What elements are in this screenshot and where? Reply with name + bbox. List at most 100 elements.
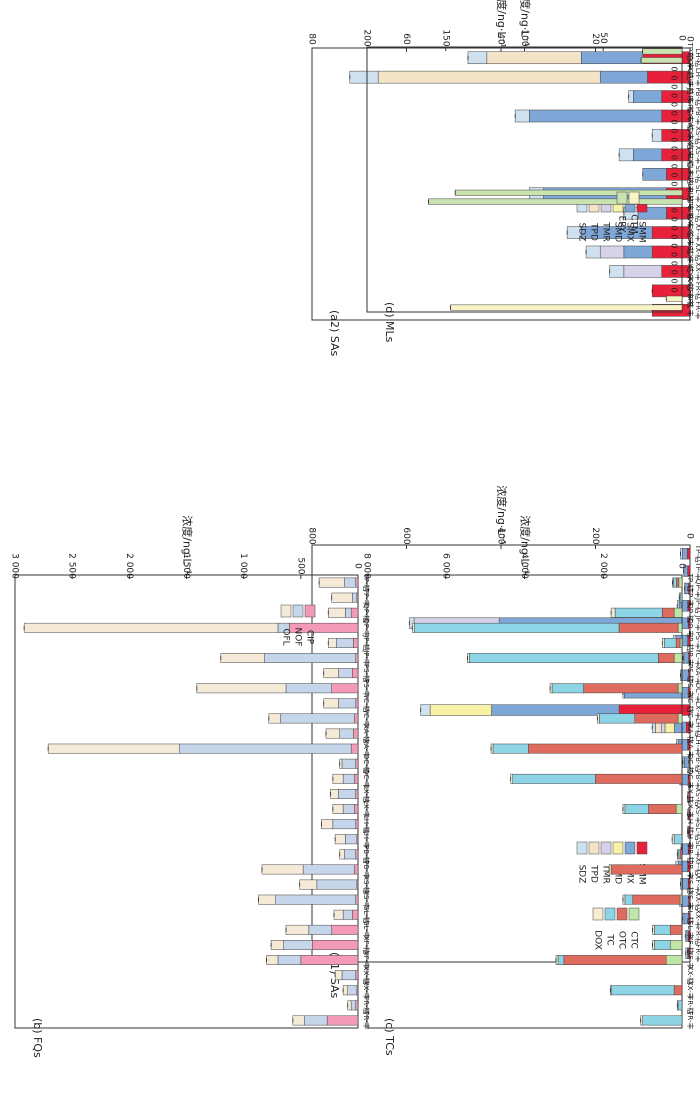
- axis-label: 浓度/ng·L⁻¹: [519, 0, 533, 47]
- bar-segment-ctc: [677, 683, 683, 694]
- bar-segment-otc: [648, 804, 677, 814]
- category-label: PB-丰: [686, 210, 695, 229]
- bar-segment-tc: [677, 1000, 683, 1011]
- category-label: PS-丰: [686, 679, 695, 697]
- bar-segment-ery: [454, 189, 683, 196]
- bar-segment-ery: [640, 57, 683, 64]
- zero-label: 0: [670, 208, 679, 213]
- bar-segment-nof: [342, 909, 353, 920]
- bar-segment-sdz: [467, 51, 488, 64]
- bar-segment-ofl: [266, 955, 279, 965]
- category-label: FR-枯: [686, 290, 695, 308]
- zero-label: 0: [670, 164, 679, 169]
- bar-segment-cip: [331, 683, 359, 694]
- bar-segment-tc: [469, 653, 659, 663]
- category-label: QP-丰: [694, 579, 700, 598]
- legend-label-dox: DOX: [593, 930, 603, 950]
- bar-segment-nof: [345, 834, 358, 845]
- category-label: LH-丰: [694, 68, 700, 87]
- legend-swatch-tc: [604, 907, 616, 921]
- legend-label-ctm: CTM: [629, 214, 639, 234]
- legend-swatch-ctc: [628, 907, 640, 921]
- bar-segment-otc: [634, 713, 679, 724]
- bar-segment-cip: [355, 698, 359, 709]
- category-label: XA-丰: [686, 139, 695, 158]
- bar-segment-tc: [664, 638, 677, 648]
- legend-label-smx: SMX: [625, 222, 635, 242]
- bar-segment-ofl: [261, 864, 304, 875]
- category-label: XA-丰: [694, 666, 700, 685]
- zero-label: 0: [670, 146, 679, 151]
- bar-segment-ofl: [23, 622, 279, 633]
- category-label: XA-丰: [686, 739, 695, 758]
- category-label: FR-枯: [694, 282, 700, 300]
- bar-segment-cip: [355, 849, 359, 860]
- bar-segment-cip: [355, 1000, 359, 1011]
- value-tick-label: 20: [590, 33, 600, 45]
- legend-label-tpd: TPD: [589, 222, 599, 241]
- category-label: XS-枯: [694, 126, 700, 145]
- zero-label: 0: [670, 173, 679, 178]
- value-tick-label: 8 000: [362, 553, 372, 579]
- bar-segment-otc: [632, 894, 681, 905]
- category-label: XX-丰: [694, 909, 700, 928]
- bar-segment-ofl: [285, 924, 310, 935]
- category-label: FR-丰: [686, 1011, 695, 1029]
- bar-segment-tc: [642, 1015, 683, 1026]
- category-label: TP-枯: [686, 573, 695, 592]
- category-label: XX-丰: [686, 281, 695, 300]
- category-label: DC-丰: [686, 769, 695, 789]
- legend-swatch-dox: [592, 907, 604, 921]
- bar-segment-otc: [662, 607, 675, 618]
- value-tick-label: 400: [496, 527, 506, 544]
- axis-label: 浓度/ng·L⁻¹: [495, 485, 509, 545]
- bar-segment-nof: [345, 607, 352, 618]
- bar-segment-sdz: [420, 704, 431, 716]
- bar-segment-cip: [355, 577, 359, 588]
- bar-segment-nof: [283, 940, 313, 950]
- bar-segment-otc: [676, 577, 680, 588]
- value-tick-label: 3 000: [10, 553, 20, 579]
- chart-panel-3: 0 500 1 000 1 500 2 000 2 500 3 000 浓度/ng·L⁻¹ (b…: [10, 515, 372, 1058]
- bar-segment-smx: [633, 148, 662, 162]
- legend-label-ofl: OFL: [281, 628, 291, 645]
- bar-segment-nof: [308, 924, 332, 935]
- bar-segment-tc: [654, 940, 671, 950]
- axis-label: 浓度/ng·L⁻¹: [181, 515, 195, 575]
- panel-title: (d) MLs: [383, 302, 396, 343]
- value-tick-label: 60: [401, 33, 411, 45]
- legend-swatch-otc: [616, 907, 628, 921]
- category-label: JP-枯: [686, 78, 695, 95]
- legend-label-smd: SMD: [613, 222, 623, 242]
- category-label: XF-丰: [686, 263, 695, 281]
- category-label: JP-丰: [686, 649, 695, 666]
- bar-segment-otc: [618, 622, 679, 633]
- bar-segment-cip: [331, 924, 359, 935]
- category-label: DC-丰: [686, 156, 695, 176]
- bar-segment-sdz: [585, 245, 601, 259]
- zero-label: 0: [670, 137, 679, 142]
- category-label: LH-丰: [694, 735, 700, 754]
- bar-segment-ctc: [677, 713, 683, 724]
- bar-segment-cip: [355, 653, 359, 663]
- bar-segment-cip: [355, 894, 359, 905]
- zero-label: 0: [670, 226, 679, 231]
- bar-segment-otc: [673, 985, 683, 996]
- zero-label: 0: [670, 181, 679, 186]
- bar-segment-otc: [563, 955, 667, 965]
- legend-label-cip: CIP: [305, 630, 315, 645]
- bar-segment-smd: [429, 704, 492, 716]
- category-label: XX-枯: [694, 243, 700, 262]
- legend-label-tpd: TPD: [589, 864, 599, 883]
- category-label: XF-丰: [694, 875, 700, 893]
- bar-segment-ofl: [270, 940, 284, 950]
- chart-panel-4: 0 2 000 4 000 6 000 8 000 浓度/ng·L⁻¹ (c) TCs FR-…: [362, 515, 696, 1056]
- value-tick-label: 0: [677, 563, 687, 569]
- axis-label: 浓度/ng·L⁻¹: [519, 515, 533, 575]
- bar-segment-ofl: [196, 683, 287, 694]
- bar-segment-smx: [529, 109, 662, 123]
- value-tick-label: 0: [685, 36, 695, 42]
